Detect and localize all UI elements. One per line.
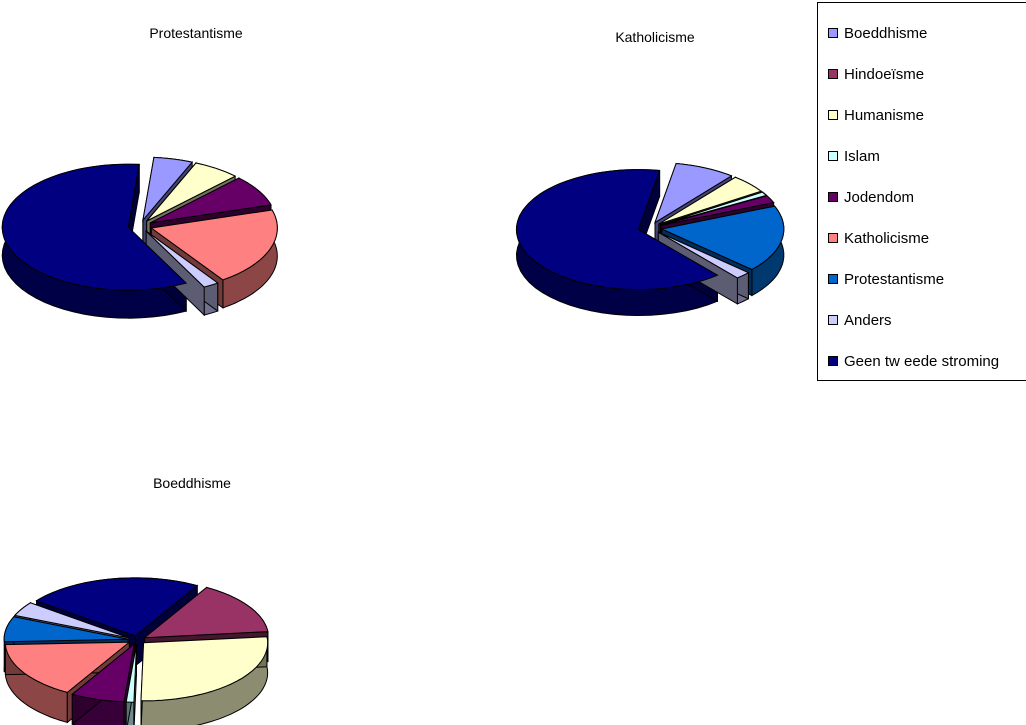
pie-chart-boeddhisme xyxy=(3,577,269,725)
pie-slice-anders xyxy=(13,602,130,639)
legend-item-hindoeisme: Hindoeïsme xyxy=(828,64,924,84)
pie-slice-anders xyxy=(658,231,750,279)
pie-slice-hindoe-sme xyxy=(142,586,269,639)
legend-label: Protestantisme xyxy=(844,270,945,288)
pie-slice-humanisme xyxy=(140,636,269,702)
chart-title-katholicisme: Katholicisme xyxy=(615,29,695,45)
pie-slice-islam xyxy=(125,644,137,703)
pie-slice-katholicisme xyxy=(150,209,278,281)
pie-slice-geen-tw-eede-stroming xyxy=(1,163,188,291)
pie-slice-jodendom xyxy=(150,177,272,224)
legend-label: Boeddhisme xyxy=(844,24,928,42)
chart-title-protestantisme: Protestantisme xyxy=(149,25,243,41)
legend-item-boeddhisme: Boeddhisme xyxy=(828,23,927,43)
chart-title-boeddhisme: Boeddhisme xyxy=(153,475,231,491)
legend-label: Geen tw eede stroming xyxy=(844,352,1000,370)
legend-label: Islam xyxy=(844,147,880,165)
pie-slice-jodendom xyxy=(660,195,775,226)
legend-label: Anders xyxy=(844,311,892,329)
legend-item-jodendom: Jodendom xyxy=(828,187,914,207)
pie-slice-humanisme xyxy=(658,176,763,225)
legend-swatch xyxy=(828,356,838,366)
pie-slice-geen-tw-eede-stroming xyxy=(515,169,719,290)
legend-swatch xyxy=(828,274,838,284)
legend-item-katholicisme: Katholicisme xyxy=(828,228,929,248)
legend-label: Jodendom xyxy=(844,188,915,206)
pie-slice-boeddhisme xyxy=(654,162,733,224)
legend-item-anders: Anders xyxy=(828,310,892,330)
legend-swatch xyxy=(828,192,838,202)
pie-slice-islam xyxy=(660,191,767,226)
legend-item-protestantisme: Protestantisme xyxy=(828,269,944,289)
legend: Boeddhisme Hindoeïsme Humanisme Islam Jo… xyxy=(817,2,1026,381)
legend-swatch xyxy=(828,110,838,120)
legend-swatch xyxy=(828,233,838,243)
legend-swatch xyxy=(828,28,838,38)
legend-item-geen-tweede-stroming: Geen tw eede stroming xyxy=(828,351,999,371)
pie-slice-protestantisme xyxy=(3,616,129,643)
legend-label: Hindoeïsme xyxy=(844,65,925,83)
pie-slice-protestantisme xyxy=(660,205,785,271)
pie-chart-katholicisme xyxy=(515,162,785,317)
legend-swatch xyxy=(828,69,838,79)
pie-slice-anders xyxy=(145,230,219,288)
legend-item-humanisme: Humanisme xyxy=(828,105,924,125)
legend-label: Humanisme xyxy=(844,106,925,124)
pie-slice-humanisme xyxy=(146,162,237,222)
legend-label: Katholicisme xyxy=(844,229,930,247)
legend-swatch xyxy=(828,315,838,325)
pie-slice-jodendom xyxy=(71,642,136,703)
legend-item-islam: Islam xyxy=(828,146,880,166)
pie-slice-boeddhisme xyxy=(142,156,194,222)
pie-slice-katholicisme xyxy=(4,641,131,693)
legend-swatch xyxy=(828,151,838,161)
pie-slice-geen-tw-eede-stroming xyxy=(35,577,199,637)
pie-chart-protestantisme xyxy=(1,156,278,319)
